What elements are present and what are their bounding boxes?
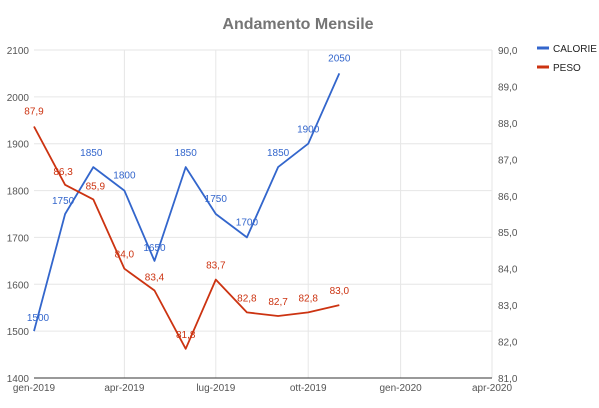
data-label-calorie: 1800: [113, 171, 136, 182]
data-labels: 1500 1750 1850 1800 1650 1850 1750 1700 1850 1900…: [24, 53, 351, 340]
legend: CALORIE PESO: [537, 44, 597, 74]
y-right-tick-label: 81,0: [498, 374, 518, 385]
y-left-tick-label: 1800: [7, 187, 30, 198]
data-label-calorie: 1850: [175, 148, 198, 159]
y-right-tick-label: 87,0: [498, 155, 518, 166]
y-left-tick-label: 1900: [7, 140, 30, 151]
data-label-calorie: 1700: [236, 217, 259, 228]
y-left-tick-label: 1400: [7, 374, 30, 385]
y-right-tick-label: 89,0: [498, 82, 518, 93]
data-label-peso: 87,9: [24, 107, 44, 118]
data-label-peso: 82,8: [237, 293, 257, 304]
data-label-calorie: 1750: [205, 194, 228, 205]
y-right-tick-label: 88,0: [498, 119, 518, 130]
y-left-tick-label: 1500: [7, 327, 30, 338]
x-tick-label: apr-2019: [104, 383, 144, 394]
data-label-peso: 84,0: [115, 250, 135, 261]
y-right-tick-label: 90,0: [498, 46, 518, 57]
data-label-peso: 82,8: [298, 293, 318, 304]
series-line-calorie: [33, 73, 341, 332]
y-left-tick-label: 2100: [7, 46, 30, 57]
x-tick-label: gen-2019: [13, 383, 56, 394]
data-label-calorie: 1750: [52, 196, 75, 207]
x-tick-label: apr-2020: [472, 383, 512, 394]
data-label-calorie: 1850: [267, 148, 290, 159]
x-tick-label: gen-2020: [379, 383, 422, 394]
data-label-peso: 83,7: [206, 261, 226, 272]
data-label-peso: 86,3: [53, 167, 73, 178]
y-right-tick-label: 83,0: [498, 301, 518, 312]
x-tick-label: ott-2019: [290, 383, 327, 394]
y-right-tick-label: 86,0: [498, 192, 518, 203]
legend-label-peso: PESO: [553, 63, 581, 74]
y-left-tick-label: 2000: [7, 93, 30, 104]
data-label-calorie: 1650: [143, 243, 166, 254]
series-line-peso: [33, 126, 340, 350]
data-label-peso: 81,8: [176, 330, 196, 341]
chart-title: Andamento Mensile: [222, 16, 373, 33]
y-left-tick-label: 1700: [7, 233, 30, 244]
axes: 1400 1500 1600 1700 1800 1900 2000 2100 81,0 82,0…: [7, 46, 518, 394]
data-label-peso: 85,9: [86, 181, 106, 192]
y-left-tick-label: 1600: [7, 280, 30, 291]
x-tick-label: lug-2019: [196, 383, 235, 394]
data-label-calorie: 2050: [328, 53, 351, 64]
data-label-peso: 82,7: [268, 297, 288, 308]
legend-label-calorie: CALORIE: [553, 44, 597, 55]
series-lines: [33, 73, 341, 350]
data-label-calorie: 1500: [27, 313, 50, 324]
y-right-tick-label: 85,0: [498, 228, 518, 239]
data-label-calorie: 1900: [297, 125, 320, 136]
grid: [34, 49, 493, 378]
data-label-peso: 83,4: [145, 273, 165, 284]
data-label-peso: 83,0: [330, 286, 350, 297]
y-right-tick-label: 84,0: [498, 265, 518, 276]
data-label-calorie: 1850: [80, 148, 103, 159]
y-right-tick-label: 82,0: [498, 338, 518, 349]
